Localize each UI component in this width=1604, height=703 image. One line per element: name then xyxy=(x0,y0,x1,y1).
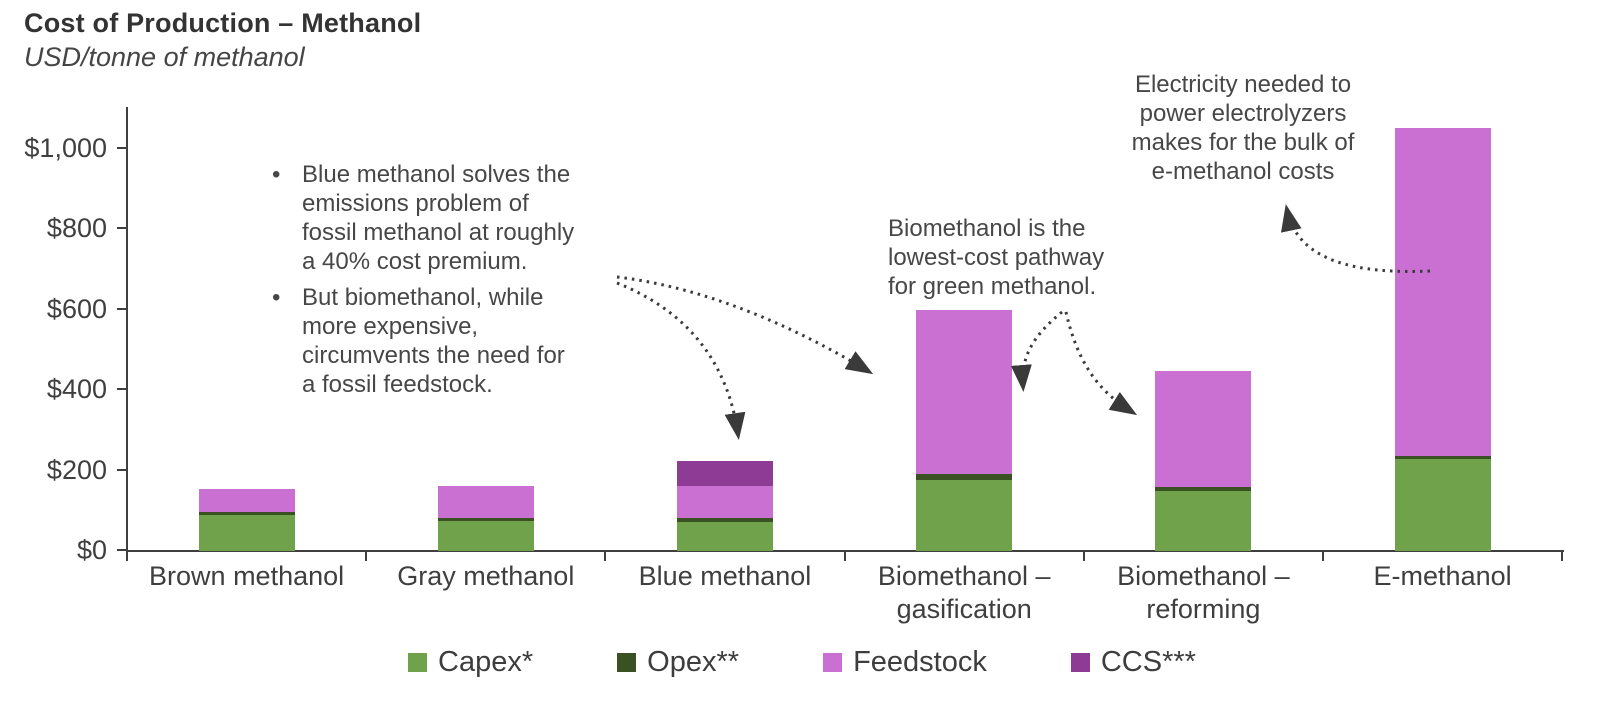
bar-segment-feedstock xyxy=(1394,127,1491,456)
y-tick-mark xyxy=(117,388,127,390)
legend-swatch-icon xyxy=(823,653,843,672)
arrow-to-blue-bar xyxy=(616,281,746,440)
arrow-biomethanol-to-gasification xyxy=(1010,310,1063,392)
x-axis-line xyxy=(126,550,1564,552)
bullet-icon: • xyxy=(272,161,281,188)
bar-segment-opex xyxy=(1155,487,1252,492)
annotation-text: Blue methanol solves the emissions probl… xyxy=(302,161,575,275)
x-tick-mark xyxy=(1561,552,1564,561)
x-axis-label: E-methanol xyxy=(1373,561,1512,591)
bar-segment-opex xyxy=(437,517,534,521)
legend-swatch-icon xyxy=(617,653,637,672)
chart-unit-subtitle: USD/tonne of methanol xyxy=(24,42,305,72)
y-tick-label: $1,000 xyxy=(24,132,107,163)
legend-item-ccs: CCS*** xyxy=(1070,646,1196,679)
y-tick-label: $600 xyxy=(46,293,107,324)
annotation-biomethanol: Biomethanol is the lowest-cost pathway f… xyxy=(888,215,1105,300)
x-tick-mark xyxy=(1082,552,1085,561)
legend: Capex* Opex** Feedstock CCS*** xyxy=(0,646,1604,679)
bar-segment-feedstock xyxy=(1155,370,1252,488)
y-tick-mark xyxy=(117,227,127,229)
x-tick-mark xyxy=(1322,552,1324,561)
annotation-text: But biomethanol, while more expensive, c… xyxy=(302,284,565,398)
annotation-emethanol: Electricity needed to power electrolyzer… xyxy=(1131,71,1355,185)
arrow-biomethanol-to-reforming xyxy=(1064,311,1138,416)
x-axis-label: Biomethanol – gasification xyxy=(877,561,1051,624)
legend-item-capex: Capex* xyxy=(408,646,533,679)
bar-segment-feedstock xyxy=(916,310,1013,474)
y-axis-line xyxy=(126,107,128,552)
annotation-blue-methanol: • Blue methanol solves the emissions pro… xyxy=(272,160,574,399)
bar-segment-feedstock xyxy=(437,485,534,518)
y-tick-mark xyxy=(117,146,127,149)
bullet-item: • But biomethanol, while more expensive,… xyxy=(272,283,574,399)
bullet-icon: • xyxy=(272,284,281,311)
x-tick-mark xyxy=(843,552,846,561)
y-tick-label: $800 xyxy=(46,213,107,243)
x-axis-label: Brown methanol xyxy=(149,561,345,591)
legend-label: Feedstock xyxy=(853,646,987,678)
chart-title: Cost of Production – Methanol xyxy=(24,8,422,38)
x-tick-mark xyxy=(365,552,368,561)
legend-label: Opex** xyxy=(647,646,740,678)
bar-segment-opex xyxy=(677,518,773,522)
arrow-to-gasification-left xyxy=(616,275,874,375)
y-tick-label: $200 xyxy=(46,454,107,485)
legend-label: CCS*** xyxy=(1100,646,1196,678)
bar-segment-opex xyxy=(198,511,295,515)
bar-segment-capex xyxy=(916,479,1013,551)
bar-segment-feedstock xyxy=(198,488,295,512)
x-axis-label: Blue methanol xyxy=(638,561,812,591)
y-tick-label: $0 xyxy=(76,535,107,565)
y-tick-mark xyxy=(117,549,127,551)
bar-segment-opex xyxy=(1394,456,1491,460)
bar-segment-capex xyxy=(1155,491,1252,551)
bar-segment-capex xyxy=(198,514,295,551)
bullet-item: • Blue methanol solves the emissions pro… xyxy=(272,160,574,276)
bar-segment-capex xyxy=(677,521,773,551)
y-tick-mark xyxy=(117,468,127,471)
legend-item-feedstock: Feedstock xyxy=(823,646,987,679)
bar-segment-capex xyxy=(1394,459,1491,551)
legend-swatch-icon xyxy=(1070,653,1090,672)
x-axis-label: Gray methanol xyxy=(397,561,575,591)
y-tick-label: $400 xyxy=(46,374,107,404)
x-axis-label: Biomethanol – reforming xyxy=(1117,561,1290,624)
legend-label: Capex* xyxy=(438,646,534,678)
bar-segment-ccs xyxy=(677,461,773,487)
x-tick-mark xyxy=(126,552,128,561)
bar-segment-feedstock xyxy=(677,486,773,519)
legend-item-opex: Opex** xyxy=(617,646,739,679)
bar-segment-capex xyxy=(437,520,534,551)
legend-swatch-icon xyxy=(408,653,428,672)
bar-segment-opex xyxy=(916,473,1013,480)
x-tick-mark xyxy=(604,552,607,561)
y-tick-mark xyxy=(117,307,127,310)
